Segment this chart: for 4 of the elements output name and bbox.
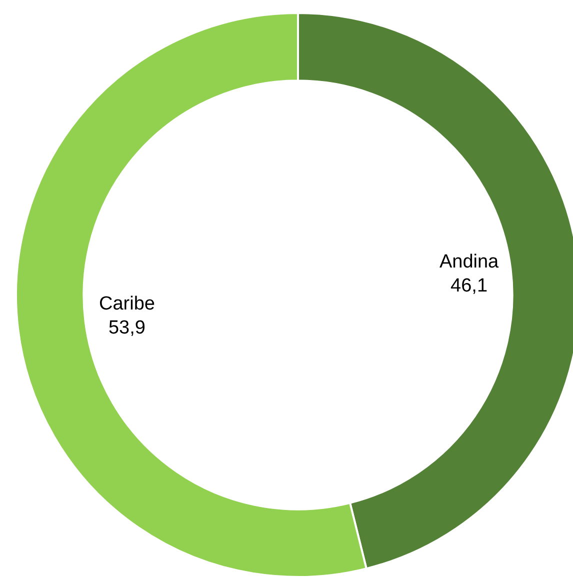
data-label: 53,9: [108, 318, 146, 339]
slice-label: Andina: [439, 251, 500, 272]
data-label: 46,1: [450, 275, 488, 296]
slice-label: Caribe: [98, 294, 155, 315]
